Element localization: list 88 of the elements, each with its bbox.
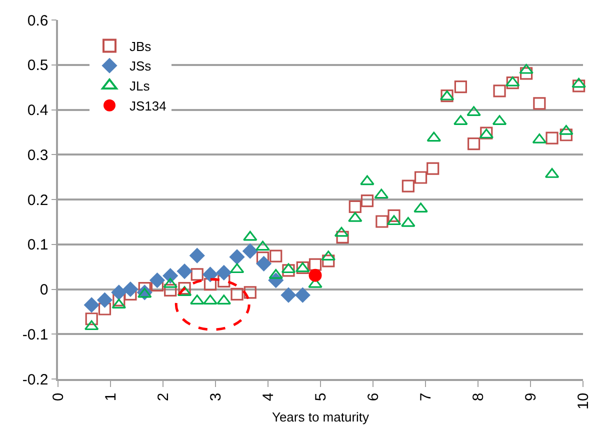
y-tick-label: 0.4	[27, 102, 48, 119]
point	[176, 264, 192, 280]
point	[493, 84, 506, 98]
point	[122, 281, 138, 298]
x-tick-label: 0	[50, 392, 67, 402]
point	[230, 288, 244, 300]
point	[336, 230, 349, 244]
point	[572, 78, 586, 88]
y-tick-label: 0.3	[27, 146, 48, 164]
point	[520, 67, 533, 80]
point	[414, 171, 428, 184]
x-tick-label: 7	[417, 392, 434, 402]
point	[218, 274, 230, 288]
x-tick-label: 6	[364, 392, 382, 402]
point	[308, 258, 322, 271]
point	[322, 254, 335, 268]
legend-label: JBs	[130, 38, 152, 54]
point	[230, 263, 244, 274]
point	[162, 268, 178, 284]
point	[426, 132, 442, 142]
point	[243, 230, 258, 241]
point	[308, 268, 322, 282]
y-tick-label: 0	[40, 282, 48, 298]
point	[229, 249, 245, 265]
x-axis-title: Years to maturity	[272, 410, 370, 425]
point	[242, 243, 258, 259]
point	[282, 264, 295, 277]
y-tick-label: 0.6	[27, 12, 48, 30]
point	[96, 292, 113, 308]
point	[386, 215, 402, 226]
y-tick-label: 0.1	[27, 236, 48, 254]
point	[559, 124, 574, 135]
point	[388, 209, 400, 222]
point	[519, 64, 534, 74]
point	[506, 76, 519, 90]
y-tick-label: -0.1	[22, 326, 48, 344]
point	[533, 97, 546, 110]
point	[244, 286, 256, 299]
point	[360, 194, 374, 208]
point	[360, 175, 374, 186]
point	[98, 302, 112, 316]
point	[294, 287, 310, 303]
y-tick-label: 0.5	[27, 57, 48, 74]
point	[202, 266, 218, 282]
point	[402, 180, 414, 192]
point	[376, 215, 388, 228]
point	[84, 320, 99, 330]
point	[426, 162, 440, 175]
point	[468, 138, 480, 150]
point	[112, 298, 126, 309]
point	[401, 216, 416, 227]
point	[281, 263, 296, 274]
point	[348, 200, 362, 213]
point	[137, 288, 152, 298]
point	[454, 80, 467, 94]
point	[256, 252, 270, 264]
point	[572, 80, 586, 92]
point	[189, 248, 205, 264]
x-tick-label: 2	[154, 392, 172, 402]
point	[190, 268, 204, 281]
y-tick-label: 0.2	[27, 192, 48, 209]
point	[334, 226, 349, 237]
point	[112, 294, 126, 306]
x-tick-label: 10	[574, 392, 592, 410]
point	[164, 284, 177, 296]
point	[256, 256, 272, 272]
point	[111, 284, 127, 300]
point	[560, 128, 572, 142]
point	[178, 282, 191, 295]
x-tick-label: 9	[522, 392, 540, 402]
x-tick-label: 8	[470, 392, 487, 402]
point	[280, 287, 296, 303]
x-tick-label: 1	[102, 392, 120, 402]
x-tick-label: 5	[312, 392, 330, 402]
point	[216, 264, 232, 280]
legend-label: JSs	[130, 58, 152, 74]
y-tick-label: -0.2	[22, 371, 48, 388]
x-tick-label: 3	[207, 392, 224, 402]
legend-label: JLs	[130, 78, 150, 94]
point	[256, 240, 270, 251]
point	[149, 272, 166, 288]
point	[85, 312, 98, 326]
x-tick-label: 4	[260, 392, 277, 402]
point	[270, 250, 282, 262]
legend-label: JS134	[130, 98, 166, 114]
point	[546, 132, 558, 144]
point	[374, 188, 389, 199]
point	[84, 297, 100, 313]
